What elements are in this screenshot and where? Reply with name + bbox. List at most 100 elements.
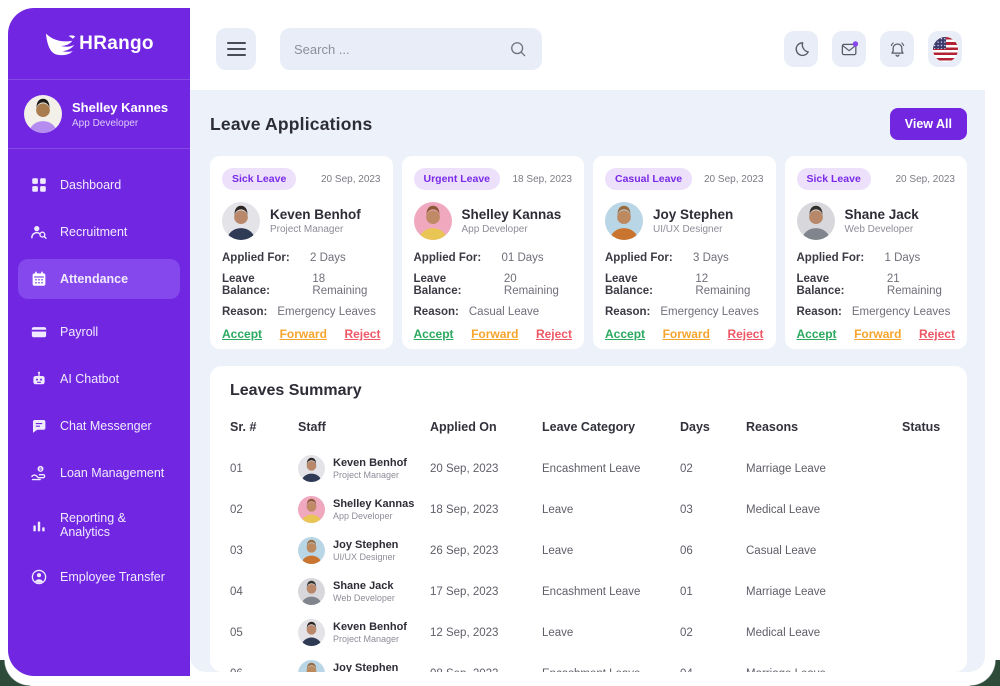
sidebar-item-attendance[interactable]: Attendance	[18, 259, 180, 299]
applied-on-cell: 20 Sep, 2023	[430, 462, 499, 475]
leave-balance-value: 20 Remaining	[503, 273, 559, 297]
column-header: Days	[680, 420, 710, 434]
accept-link[interactable]: Accept	[605, 327, 646, 341]
leave-date: 20 Sep, 2023	[704, 173, 764, 185]
employee-transfer-icon	[30, 568, 48, 586]
reason-label: Reason:	[796, 306, 842, 318]
employee-role: App Developer	[461, 224, 528, 235]
sr-cell: 05	[230, 626, 243, 639]
reason-value: Casual Leave	[468, 306, 540, 318]
staff-avatar	[298, 660, 325, 672]
sidebar-item-loan-management[interactable]: $ Loan Management	[18, 453, 180, 493]
staff-avatar	[298, 619, 325, 646]
sidebar-nav: Dashboard Recruitment Attendance Payroll	[8, 149, 190, 620]
profile-name: Shelley Kannes	[72, 99, 169, 115]
employee-name: Shane Jack	[844, 207, 919, 222]
sidebar-item-chat-messenger[interactable]: Chat Messenger	[18, 406, 180, 446]
accept-link[interactable]: Accept	[222, 327, 263, 341]
reject-link[interactable]: Reject	[535, 327, 572, 341]
sidebar-item-label: Dashboard	[60, 178, 122, 192]
days-cell: 02	[680, 462, 693, 475]
sidebar-item-label: Reporting & Analytics	[60, 511, 127, 539]
leave-type-badge: Sick Leave	[222, 168, 297, 190]
reason-value: Emergency Leaves	[851, 306, 951, 318]
moon-icon	[792, 40, 811, 59]
forward-link[interactable]: Forward	[662, 327, 710, 341]
applied-for-value: 3 Days	[693, 252, 729, 264]
staff-avatar	[298, 455, 325, 482]
staff-role: Project Manager	[333, 470, 400, 480]
employee-role: UI/UX Designer	[653, 224, 723, 235]
forward-link[interactable]: Forward	[279, 327, 327, 341]
column-header: Status	[902, 420, 941, 434]
employee-name: Shelley Kannas	[461, 207, 562, 222]
reason-label: Reason:	[222, 306, 268, 318]
days-cell: 01	[680, 585, 693, 598]
staff-cell: Keven Benhof Project Manager	[298, 619, 430, 646]
table-row: 02 Shelley Kannas App Developer 18 Sep, 2…	[230, 489, 947, 530]
attendance-icon	[30, 270, 48, 288]
main-area: Leave Applications View All Sick Leave 2…	[190, 8, 992, 676]
reason-cell: Medical Leave	[746, 503, 821, 516]
reject-link[interactable]: Reject	[918, 327, 955, 341]
dark-mode-button[interactable]	[784, 31, 818, 67]
category-cell: Encashment Leave	[542, 585, 641, 598]
sidebar-item-label: Attendance	[60, 272, 129, 286]
sidebar-item-payroll[interactable]: Payroll	[18, 312, 180, 352]
reject-link[interactable]: Reject	[727, 327, 764, 341]
sidebar-item-label: Chat Messenger	[60, 419, 152, 433]
sidebar-item-recruitment[interactable]: Recruitment	[18, 212, 180, 252]
messages-button[interactable]	[832, 31, 866, 67]
applied-for-label: Applied For:	[605, 252, 673, 264]
view-all-button[interactable]: View All	[889, 108, 967, 140]
days-cell: 04	[680, 668, 746, 673]
search-icon[interactable]	[508, 39, 528, 59]
reason-cell: Marriage Leave	[746, 585, 826, 598]
accept-link[interactable]: Accept	[796, 327, 837, 341]
sidebar-item-ai-chatbot[interactable]: AI Chatbot	[18, 359, 180, 399]
leave-type-badge: Urgent Leave	[413, 168, 501, 190]
forward-link[interactable]: Forward	[854, 327, 902, 341]
leave-cards: Sick Leave 20 Sep, 2023 Keven Benhof Pro…	[210, 156, 967, 349]
staff-cell: Shelley Kannas App Developer	[298, 496, 430, 523]
profile-avatar	[24, 95, 62, 133]
dashboard-icon	[30, 176, 48, 194]
language-button[interactable]	[928, 31, 962, 67]
notifications-button[interactable]	[880, 31, 914, 67]
chat-messenger-icon	[30, 417, 48, 435]
applied-on-cell: 12 Sep, 2023	[430, 626, 499, 639]
staff-name: Shane Jack	[333, 580, 394, 592]
staff-avatar	[298, 496, 325, 523]
leave-card: Sick Leave 20 Sep, 2023 Shane Jack Web D…	[784, 156, 967, 349]
applied-for-value: 2 Days	[310, 252, 346, 264]
reporting-analytics-icon	[30, 516, 48, 534]
search-input[interactable]	[294, 41, 508, 57]
staff-avatar	[298, 578, 325, 605]
staff-name: Joy Stephen	[333, 539, 399, 551]
employee-role: Web Developer	[844, 224, 914, 235]
sidebar-item-dashboard[interactable]: Dashboard	[18, 165, 180, 205]
sidebar-item-label: Payroll	[60, 325, 99, 339]
staff-role: Web Developer	[333, 593, 395, 603]
applied-on-cell: 26 Sep, 2023	[430, 544, 499, 557]
leaves-summary-title: Leaves Summary	[230, 382, 362, 399]
leave-balance-label: Leave Balance:	[413, 273, 462, 297]
content-panel: Leave Applications View All Sick Leave 2…	[190, 90, 985, 672]
table-header: Sr. # Staff Applied On Leave Category Da…	[230, 412, 947, 448]
staff-role: Project Manager	[333, 634, 400, 644]
sr-cell: 01	[230, 462, 243, 475]
sr-cell: 04	[230, 585, 243, 598]
sr-cell: 02	[230, 503, 243, 516]
accept-link[interactable]: Accept	[413, 327, 454, 341]
category-cell: Encashment Leave	[542, 462, 641, 475]
reject-link[interactable]: Reject	[344, 327, 381, 341]
reason-label: Reason:	[605, 306, 651, 318]
leave-type-badge: Sick Leave	[796, 168, 871, 190]
sidebar-item-employee-transfer[interactable]: Employee Transfer	[18, 557, 180, 597]
menu-toggle-button[interactable]	[216, 28, 256, 70]
sidebar-item-reporting-analytics[interactable]: Reporting & Analytics	[18, 500, 180, 550]
column-header: Sr. #	[230, 420, 257, 434]
user-profile[interactable]: Shelley Kannes App Developer	[8, 80, 190, 149]
forward-link[interactable]: Forward	[471, 327, 519, 341]
staff-cell: Keven Benhof Project Manager	[298, 455, 430, 482]
